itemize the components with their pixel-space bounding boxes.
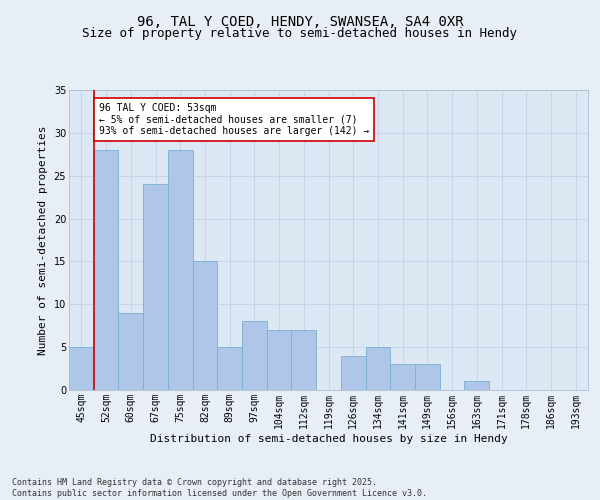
X-axis label: Distribution of semi-detached houses by size in Hendy: Distribution of semi-detached houses by … <box>149 434 508 444</box>
Bar <box>292 330 316 390</box>
Bar <box>464 382 489 390</box>
Bar <box>341 356 365 390</box>
Bar <box>94 150 118 390</box>
Bar <box>415 364 440 390</box>
Bar <box>267 330 292 390</box>
Y-axis label: Number of semi-detached properties: Number of semi-detached properties <box>38 125 48 355</box>
Bar <box>365 347 390 390</box>
Bar <box>193 262 217 390</box>
Text: 96 TAL Y COED: 53sqm
← 5% of semi-detached houses are smaller (7)
93% of semi-de: 96 TAL Y COED: 53sqm ← 5% of semi-detach… <box>98 103 369 136</box>
Bar <box>118 313 143 390</box>
Bar <box>168 150 193 390</box>
Bar <box>390 364 415 390</box>
Bar <box>242 322 267 390</box>
Text: Size of property relative to semi-detached houses in Hendy: Size of property relative to semi-detach… <box>83 28 517 40</box>
Bar <box>69 347 94 390</box>
Text: Contains HM Land Registry data © Crown copyright and database right 2025.
Contai: Contains HM Land Registry data © Crown c… <box>12 478 427 498</box>
Bar <box>217 347 242 390</box>
Text: 96, TAL Y COED, HENDY, SWANSEA, SA4 0XR: 96, TAL Y COED, HENDY, SWANSEA, SA4 0XR <box>137 15 463 29</box>
Bar <box>143 184 168 390</box>
